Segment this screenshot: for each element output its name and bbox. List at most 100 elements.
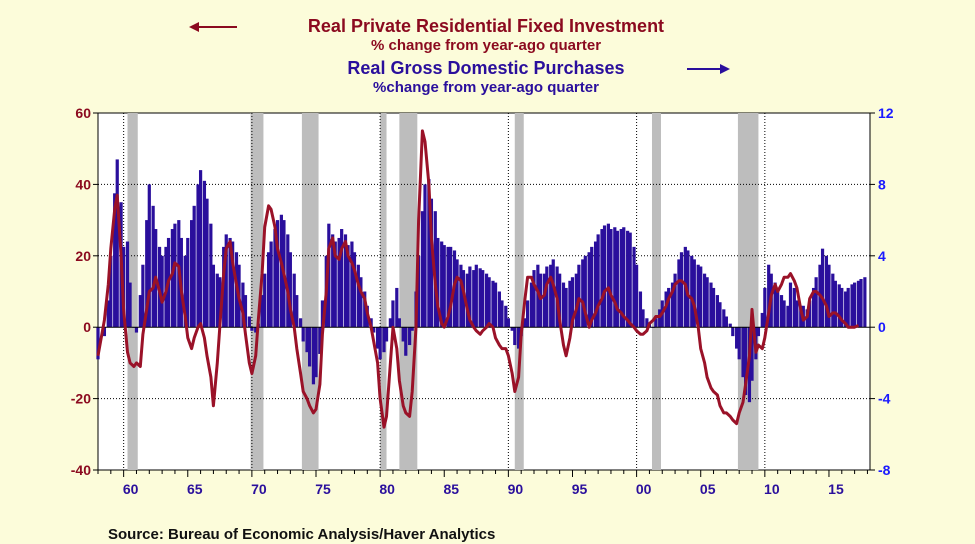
bar	[346, 245, 350, 328]
bar	[440, 241, 444, 328]
bar	[615, 230, 619, 328]
bar	[846, 287, 850, 328]
bar	[677, 259, 681, 328]
bar	[504, 305, 508, 328]
recession-band	[250, 113, 264, 470]
bar	[863, 277, 867, 328]
bar	[250, 327, 254, 331]
bar	[243, 295, 248, 328]
bar	[474, 264, 478, 328]
recession-band	[301, 113, 319, 470]
bar	[702, 273, 707, 328]
line-series	[96, 129, 860, 429]
bar	[102, 327, 107, 337]
bar	[690, 255, 694, 328]
title-secondary: Real Gross Domestic Purchases	[347, 58, 624, 78]
x-axis-tick-label: 05	[700, 481, 716, 497]
bar	[186, 237, 190, 328]
bar	[292, 273, 296, 328]
bar	[391, 300, 395, 328]
bar	[160, 255, 164, 328]
left-axis-tick-label: 20	[75, 248, 91, 264]
x-axis-tick-label: 90	[508, 481, 524, 497]
bar	[570, 277, 575, 328]
bar	[658, 309, 662, 328]
bar	[529, 282, 534, 328]
bar	[416, 255, 421, 328]
bar	[436, 237, 440, 328]
bar	[115, 159, 119, 328]
bar	[420, 211, 425, 328]
bar	[491, 280, 495, 328]
right-axis-tick-label: -8	[878, 462, 891, 478]
bar	[763, 287, 767, 328]
bar	[183, 255, 187, 328]
bar	[731, 327, 735, 337]
bar	[151, 205, 155, 328]
bar	[827, 264, 831, 328]
bar	[513, 327, 517, 346]
bar	[192, 205, 196, 328]
bar	[510, 327, 514, 331]
bar	[449, 246, 453, 328]
bar	[314, 327, 318, 378]
bar	[673, 273, 677, 328]
bar	[113, 193, 117, 328]
bar	[705, 277, 709, 328]
x-axis-tick-label: 10	[764, 481, 780, 497]
bar	[718, 302, 722, 328]
bar	[788, 282, 793, 328]
bar	[273, 229, 277, 328]
bar	[799, 305, 803, 328]
right-axis-tick-label: 0	[878, 319, 886, 335]
bar	[427, 179, 431, 328]
bar	[484, 273, 489, 328]
bar	[141, 264, 145, 328]
bar	[497, 291, 501, 328]
bar	[538, 273, 543, 328]
bar	[266, 252, 271, 328]
bar	[327, 223, 331, 328]
bar	[602, 225, 607, 328]
bar	[423, 184, 427, 328]
bar	[622, 227, 626, 328]
bar	[478, 268, 482, 328]
bar	[606, 223, 610, 328]
bar	[487, 277, 491, 328]
right-axis-tick-label: 4	[878, 248, 886, 264]
x-axis-tick-label: 80	[379, 481, 395, 497]
bar	[709, 282, 713, 328]
x-axis-tick-label: 15	[828, 481, 844, 497]
x-axis-tick-label: 65	[187, 481, 203, 497]
bar	[525, 300, 530, 328]
bar	[786, 305, 790, 328]
bar	[318, 327, 322, 354]
x-axis-tick-label: 95	[572, 481, 588, 497]
bar	[724, 316, 728, 328]
bar	[587, 252, 591, 328]
bar	[735, 327, 739, 349]
bar	[263, 273, 267, 328]
bar	[320, 300, 325, 328]
bar	[305, 327, 309, 353]
left-axis-tick-label: -20	[71, 391, 91, 407]
bar	[558, 273, 562, 328]
bar	[728, 323, 732, 328]
bar	[254, 327, 258, 333]
bar	[401, 327, 405, 342]
right-axis-tick-label: 12	[878, 105, 894, 121]
bar	[472, 270, 476, 328]
bar	[811, 287, 816, 328]
bar	[699, 266, 703, 328]
x-axis-tick-label: 60	[123, 481, 139, 497]
bar	[205, 198, 209, 328]
bar	[333, 241, 337, 328]
bar	[667, 287, 671, 328]
bar	[670, 282, 675, 328]
bar	[635, 264, 639, 328]
bar	[744, 327, 748, 396]
bar	[288, 252, 292, 328]
bar	[792, 287, 796, 328]
bar	[722, 309, 726, 328]
left-axis-tick-label: 40	[75, 176, 91, 192]
